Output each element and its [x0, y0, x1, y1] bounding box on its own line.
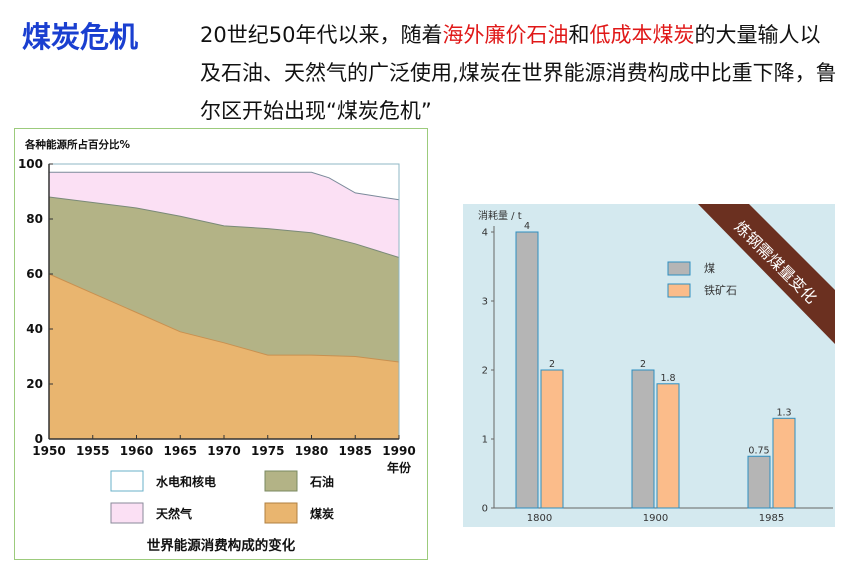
- data-label: 2: [640, 359, 646, 370]
- data-label: 2: [549, 359, 555, 370]
- bar-铁矿石-1800: [540, 369, 564, 509]
- line-天然气: [49, 171, 400, 201]
- highlight-phrase: 海外廉价石油: [442, 23, 569, 47]
- y-axis-label: 各种能源所占百分比%: [24, 138, 130, 151]
- x-tick-label: 1970: [207, 444, 240, 458]
- bar-铁矿石-1985: [772, 417, 796, 509]
- data-label: 1.3: [776, 407, 791, 418]
- legend-swatch: [264, 502, 298, 524]
- y-axis-label: 消耗量 / t: [478, 209, 522, 222]
- intro-text: 和: [568, 23, 590, 47]
- legend-swatch: [264, 470, 298, 492]
- area-煤炭: [49, 274, 399, 439]
- legend-swatch: [110, 470, 144, 492]
- legend-label: 水电和核电: [156, 474, 216, 489]
- intro-paragraph: 20世纪50年代以来，随着海外廉价石油和低成本煤炭的大量输人以及石油、天然气的广…: [200, 16, 840, 130]
- y-tick-label: 1: [482, 435, 488, 446]
- x-tick-label: 1985: [339, 444, 372, 458]
- legend-swatch: [667, 261, 691, 276]
- x-tick-label: 1975: [251, 444, 284, 458]
- legend-swatch: [667, 283, 691, 298]
- y-tick-label: 80: [26, 212, 43, 226]
- data-label: 0.75: [748, 445, 769, 456]
- x-tick-label: 1800: [527, 513, 552, 524]
- bar-煤-1900: [631, 369, 655, 509]
- intro-text: 的大量输人以及石油、天然气的广泛使用,煤炭在世界能源消费构成中比重下降，鲁尔区开…: [200, 23, 837, 123]
- legend-label: 煤: [704, 262, 715, 275]
- legend-swatch: [110, 502, 144, 524]
- data-label: 4: [524, 221, 530, 232]
- y-tick-label: 3: [482, 297, 488, 308]
- y-tick-label: 60: [26, 267, 43, 281]
- banner-ribbon: [698, 204, 835, 344]
- x-tick-label: 1990: [382, 444, 415, 458]
- bar-铁矿石-1900: [656, 383, 680, 509]
- bar-煤-1800: [515, 231, 539, 509]
- y-tick-label: 40: [26, 322, 43, 336]
- coal-demand-chart-panel: 消耗量 / t 0 1 2 3 4 4 2 1800 2 1.8 1900 0.75 1.3 1985 煤铁矿…: [463, 204, 835, 527]
- energy-composition-chart: 各种能源所占百分比% 0 20 40 60 80 100 1950 1955 1960 1965 19…: [18, 138, 416, 554]
- legend-label: 煤炭: [310, 506, 334, 521]
- legend-label: 铁矿石: [704, 284, 737, 297]
- y-tick-label: 0: [35, 432, 43, 446]
- energy-chart-panel: 各种能源所占百分比% 0 20 40 60 80 100 1950 1955 1960 1965 19…: [14, 128, 428, 560]
- y-tick-label: 4: [482, 228, 488, 239]
- x-axis-label: 年份: [387, 460, 412, 475]
- bar-煤-1985: [747, 455, 771, 509]
- data-label: 1.8: [660, 373, 675, 384]
- legend-label: 天然气: [156, 506, 192, 521]
- y-tick-label: 0: [482, 504, 488, 515]
- line-煤炭: [48, 273, 400, 363]
- x-tick-label: 1980: [295, 444, 328, 458]
- slide-title: 煤炭危机: [22, 20, 139, 54]
- x-tick-label: 1900: [643, 513, 668, 524]
- y-tick-label: 2: [482, 366, 488, 377]
- x-tick-label: 1985: [759, 513, 784, 524]
- x-tick-label: 1950: [32, 444, 65, 458]
- line-石油: [48, 196, 400, 258]
- y-tick-label: 100: [18, 157, 43, 171]
- corner-banner: 炼钢需煤量变化: [698, 204, 835, 344]
- x-tick-label: 1955: [76, 444, 109, 458]
- x-tick-label: 1960: [120, 444, 153, 458]
- chart-caption: 世界能源消费构成的变化: [147, 537, 296, 554]
- intro-text: 20世纪50年代以来，随着: [200, 23, 443, 47]
- x-tick-label: 1965: [164, 444, 197, 458]
- highlight-phrase: 低成本煤炭: [589, 23, 695, 47]
- y-tick-label: 20: [26, 377, 43, 391]
- coal-demand-chart: 消耗量 / t 0 1 2 3 4 4 2 1800 2 1.8 1900 0.75 1.3 1985 煤铁矿…: [478, 204, 835, 524]
- legend-label: 石油: [309, 474, 334, 489]
